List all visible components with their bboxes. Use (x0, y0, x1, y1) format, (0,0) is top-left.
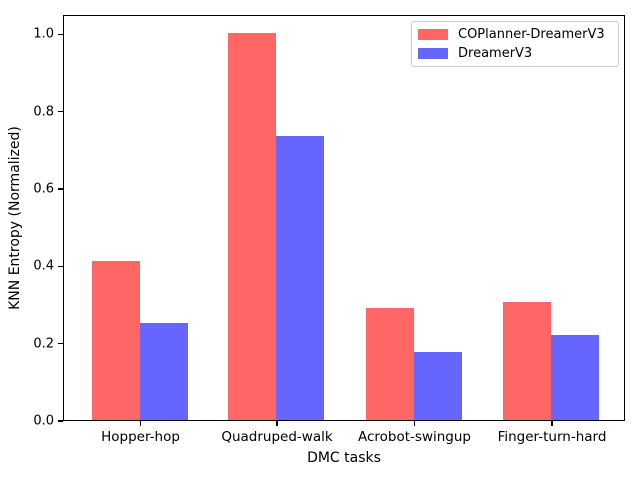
bar-acrobot-swingup-dreamerv3 (413, 352, 462, 420)
bar-hopper-hop-coplanner (91, 261, 140, 420)
y-tick-mark (58, 110, 63, 113)
bar-quadruped-walk-dreamerv3 (276, 135, 325, 420)
y-tick-label: 0.4 (33, 258, 54, 274)
y-axis-label: KNN Entropy (Normalized) (7, 126, 23, 310)
x-tick-mark (139, 421, 142, 426)
x-tick-label-finger-turn-hard: Finger-turn-hard (497, 429, 607, 445)
x-tick-mark (551, 421, 553, 426)
x-tick-label-quadruped-walk: Quadruped-walk (221, 429, 333, 445)
y-tick-label: 0.2 (33, 336, 54, 352)
bar-hopper-hop-dreamerv3 (139, 323, 188, 420)
plot-area (63, 15, 625, 421)
y-tick-label: 0.6 (33, 181, 54, 197)
legend-label: COPlanner-DreamerV3 (458, 27, 605, 42)
y-tick-mark (58, 420, 63, 422)
legend-swatch-blue (418, 48, 448, 59)
y-tick-label: 0.0 (33, 413, 54, 429)
bar-finger-turn-hard-coplanner (503, 302, 552, 420)
y-tick-mark (58, 188, 63, 190)
legend-item-coplanner-dreamerv3: COPlanner-DreamerV3 (418, 27, 612, 42)
bar-finger-turn-hard-dreamerv3 (551, 334, 600, 420)
bar-quadruped-walk-coplanner (228, 33, 277, 420)
legend-swatch-red (418, 29, 448, 40)
x-tick-mark (276, 421, 278, 426)
x-axis-label: DMC tasks (307, 450, 381, 466)
y-tick-label: 1.0 (33, 26, 54, 42)
legend-label: DreamerV3 (458, 46, 533, 61)
y-tick-mark (58, 33, 63, 36)
x-tick-label-hopper-hop: Hopper-hop (101, 429, 180, 445)
x-tick-label-acrobot-swingup: Acrobot-swingup (357, 429, 472, 445)
x-tick-mark (413, 421, 416, 426)
bar-acrobot-swingup-coplanner (365, 307, 414, 420)
y-tick-mark (58, 265, 63, 268)
legend-item-dreamerv3: DreamerV3 (418, 46, 612, 61)
legend: COPlanner-DreamerV3 DreamerV3 (411, 21, 619, 67)
y-tick-label: 0.8 (33, 104, 54, 120)
y-tick-mark (58, 342, 63, 345)
